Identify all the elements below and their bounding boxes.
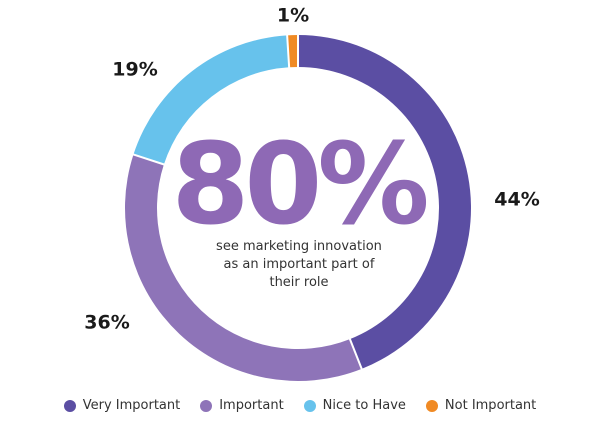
slice-important (125, 154, 362, 381)
slice-separator (286, 34, 291, 69)
percent-label-not-important: 1% (277, 5, 309, 27)
donut-slices (125, 34, 471, 381)
legend-label: Nice to Have (322, 398, 406, 413)
center-subtitle-line-3: their role (269, 275, 328, 290)
slice-separator (348, 337, 363, 371)
percent-label-important: 36% (84, 312, 129, 334)
legend-item-nice-to-have: Nice to Have (303, 398, 406, 413)
center-subtitle-line-1: see marketing innovation (216, 239, 382, 254)
legend: Very Important Important Nice to Have Not I… (0, 398, 600, 413)
legend-label: Not Important (444, 398, 537, 413)
percent-label-very-important: 44% (494, 189, 539, 211)
legend-swatch (303, 399, 316, 412)
legend-swatch (200, 399, 213, 412)
slice-separator (132, 153, 166, 166)
legend-swatch (63, 399, 76, 412)
legend-item-very-important: Very Important (63, 398, 181, 413)
slice-not-important (287, 35, 298, 68)
legend-item-not-important: Not Important (425, 398, 537, 413)
center-subtitle-line-2: as an important part of (224, 257, 375, 272)
legend-label: Very Important (82, 398, 181, 413)
percent-label-nice-to-have: 19% (112, 59, 157, 81)
legend-label: Important (219, 398, 284, 413)
legend-item-important: Important (200, 398, 284, 413)
slice-very-important (298, 35, 471, 369)
slice-nice-to-have (133, 35, 290, 165)
center-value: 80% (171, 120, 426, 250)
legend-swatch (425, 399, 438, 412)
percent-labels: 44% 36% 19% 1% (84, 5, 539, 334)
